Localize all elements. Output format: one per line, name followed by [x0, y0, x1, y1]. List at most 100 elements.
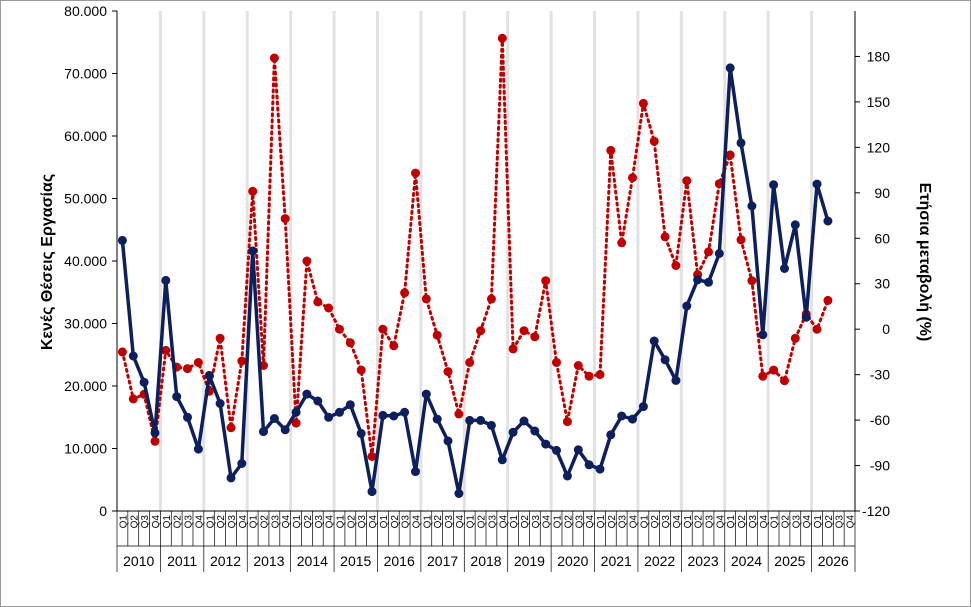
- vacancies-point: [161, 275, 171, 285]
- change-point: [302, 256, 312, 266]
- series-job-vacancies: [117, 63, 833, 498]
- quarter-label: Q3: [661, 515, 672, 529]
- change-point: [476, 326, 486, 336]
- quarter-label: Q3: [748, 515, 759, 529]
- quarter-label: Q4: [672, 515, 683, 529]
- vacancies-point: [704, 277, 713, 287]
- quarter-label: Q4: [151, 515, 162, 529]
- vacancies-point: [356, 429, 366, 438]
- y-tick-label: 20.000: [64, 378, 107, 394]
- year-label: 2026: [818, 553, 849, 569]
- vacancies-point: [682, 301, 692, 311]
- quarter-label: Q3: [270, 515, 281, 529]
- change-point: [638, 98, 648, 108]
- quarter-label: Q1: [683, 515, 694, 529]
- change-point: [269, 53, 279, 63]
- change-point: [345, 338, 355, 348]
- quarter-label: Q3: [531, 515, 542, 529]
- y2-tick-label: 150: [867, 94, 891, 110]
- quarter-label: Q4: [846, 515, 857, 529]
- series-annual-change: [117, 33, 833, 461]
- vacancies-point: [117, 235, 127, 245]
- quarter-label: Q1: [553, 515, 564, 529]
- vacancies-point: [313, 396, 323, 406]
- y-axis-label: Κενές Θέσεις Εργασίας: [39, 174, 56, 350]
- change-point: [541, 276, 551, 286]
- vacancies-point: [595, 464, 605, 474]
- vacancies-point: [758, 330, 768, 340]
- vacancies-point: [248, 246, 258, 256]
- vacancies-point: [291, 407, 301, 417]
- year-label: 2023: [687, 553, 718, 569]
- year-label: 2021: [601, 553, 632, 569]
- quarter-label: Q4: [455, 515, 466, 529]
- quarter-label: Q4: [281, 515, 292, 529]
- quarter-label: Q1: [162, 515, 173, 529]
- change-point: [790, 333, 800, 343]
- vacancies-point: [530, 426, 540, 436]
- quarter-label: Q3: [357, 515, 368, 529]
- change-point: [573, 361, 583, 370]
- vacancies-point: [649, 336, 659, 346]
- quarter-label: Q3: [140, 515, 151, 529]
- quarter-label: Q1: [726, 515, 737, 529]
- change-point: [248, 186, 258, 196]
- change-point: [193, 358, 203, 367]
- year-label: 2017: [427, 553, 458, 569]
- vacancies-point: [432, 414, 442, 424]
- vacancies-point: [259, 427, 268, 437]
- quarter-label: Q2: [129, 515, 140, 529]
- vacancies-point: [562, 471, 572, 481]
- vacancies-point: [139, 377, 149, 387]
- y2-tick-label: 120: [867, 139, 891, 155]
- vacancies-point: [411, 467, 420, 477]
- vacancies-point: [541, 439, 551, 449]
- quarter-label: Q3: [227, 515, 238, 529]
- vacancies-point: [280, 425, 290, 435]
- quarter-label: Q1: [335, 515, 346, 529]
- quarter-label: Q3: [444, 515, 455, 529]
- quarter-label: Q3: [314, 515, 325, 529]
- change-point: [432, 330, 442, 340]
- vacancies-point: [747, 201, 757, 211]
- change-point: [335, 324, 344, 334]
- vacancies-point: [508, 427, 518, 437]
- change-point: [584, 371, 594, 381]
- vacancies-point: [736, 138, 746, 148]
- vacancies-point: [465, 415, 475, 425]
- vacancies-point: [584, 460, 594, 470]
- vacancies-point: [345, 400, 355, 410]
- change-point: [400, 288, 410, 298]
- quarter-label: Q3: [401, 515, 412, 529]
- vacancies-point: [421, 389, 431, 399]
- vacancies-point: [660, 355, 670, 365]
- vacancies-point: [801, 312, 811, 322]
- vacancies-point: [389, 411, 399, 421]
- change-point: [367, 452, 377, 461]
- change-point: [411, 168, 420, 178]
- change-point: [823, 295, 833, 305]
- vacancies-point: [638, 402, 648, 412]
- vacancies-point: [497, 455, 507, 465]
- change-point: [758, 371, 768, 381]
- change-point: [725, 150, 735, 160]
- quarter-label: Q2: [824, 515, 835, 529]
- vacancies-point: [790, 220, 800, 230]
- vacancies-point: [671, 375, 681, 385]
- y2-tick-label: 180: [867, 48, 891, 64]
- vacancies-point: [606, 430, 616, 440]
- vacancies-point: [443, 436, 453, 446]
- right-axis-ticks: -120 -90 -60 -30 0 30 60 90 120 150 180: [855, 48, 890, 519]
- year-label: 2016: [384, 553, 415, 569]
- year-label: 2020: [557, 553, 588, 569]
- vacancies-point: [476, 415, 486, 425]
- quarter-label: Q1: [205, 515, 216, 529]
- quarter-label: Q4: [498, 515, 509, 529]
- vacancies-point: [486, 420, 496, 430]
- quarter-label: Q3: [184, 515, 195, 529]
- change-point: [682, 176, 692, 186]
- change-point: [421, 294, 431, 304]
- vacancies-point: [269, 414, 279, 423]
- year-label: 2019: [514, 553, 545, 569]
- vacancies-point: [617, 411, 627, 421]
